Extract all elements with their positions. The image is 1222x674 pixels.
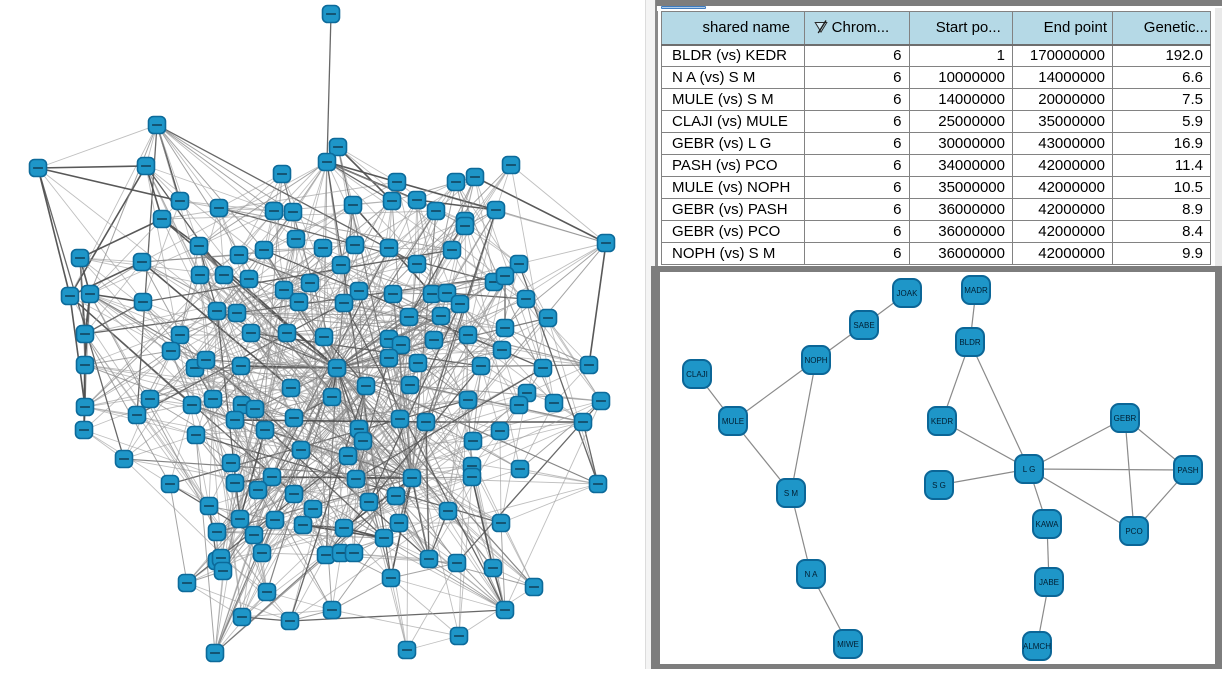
svg-text:JABE: JABE [1039,578,1059,587]
svg-text:JOAK: JOAK [897,289,919,298]
svg-text:PASH: PASH [1177,466,1198,475]
svg-text:S G: S G [932,481,946,490]
svg-text:SABE: SABE [853,321,874,330]
svg-text:N A: N A [805,570,819,579]
svg-text:MULE: MULE [722,417,744,426]
svg-text:L G: L G [1023,465,1036,474]
svg-text:NOPH: NOPH [804,356,827,365]
svg-text:KEDR: KEDR [931,417,953,426]
svg-text:GEBR: GEBR [1114,414,1137,423]
svg-text:ALMCH: ALMCH [1023,642,1051,651]
svg-text:MADR: MADR [964,286,988,295]
svg-text:KAWA: KAWA [1036,520,1060,529]
svg-text:CLAJI: CLAJI [686,370,708,379]
svg-text:PCO: PCO [1125,527,1142,536]
svg-text:MIWE: MIWE [837,640,859,649]
svg-text:BLDR: BLDR [959,338,981,347]
svg-text:S M: S M [784,489,799,498]
